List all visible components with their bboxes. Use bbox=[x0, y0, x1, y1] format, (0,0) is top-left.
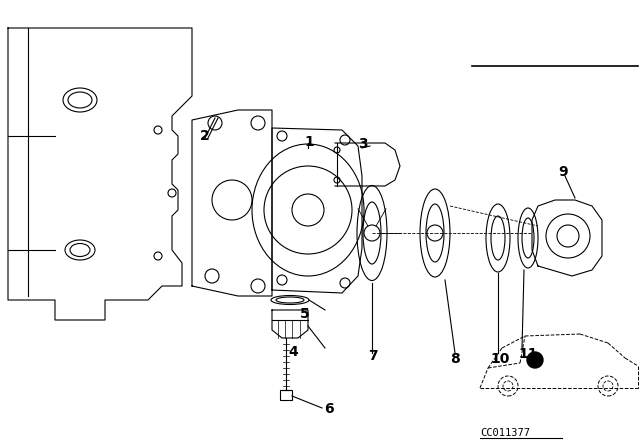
Text: 7: 7 bbox=[368, 349, 378, 363]
Text: 8: 8 bbox=[450, 352, 460, 366]
Text: 9: 9 bbox=[558, 165, 568, 179]
Bar bbox=[280, 390, 292, 400]
Circle shape bbox=[527, 352, 543, 368]
Text: 5: 5 bbox=[300, 307, 310, 321]
Text: 3: 3 bbox=[358, 137, 367, 151]
Text: CC011377: CC011377 bbox=[480, 428, 530, 438]
Text: 10: 10 bbox=[490, 352, 509, 366]
Text: 4: 4 bbox=[288, 345, 298, 359]
Text: 2: 2 bbox=[200, 129, 210, 143]
Text: 1: 1 bbox=[304, 135, 314, 149]
Text: 6: 6 bbox=[324, 402, 333, 416]
Text: 11: 11 bbox=[518, 347, 538, 361]
